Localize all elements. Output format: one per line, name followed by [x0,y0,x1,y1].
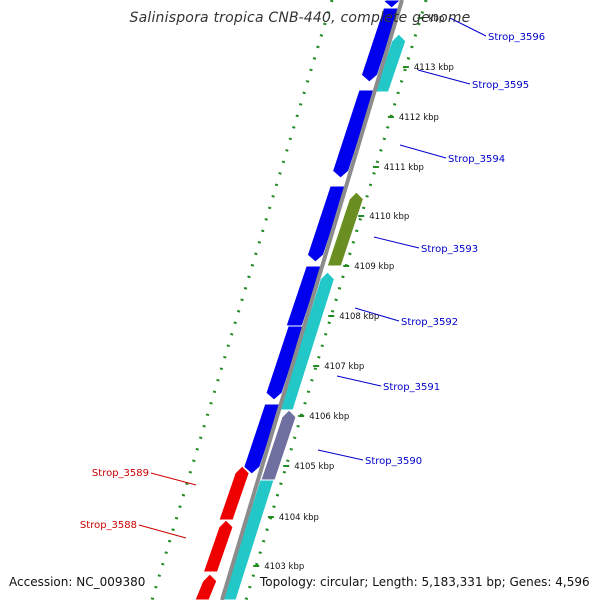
ruler-tick-label: 4109 kbp [354,262,394,272]
cds-strop-3594 [332,89,376,179]
dotted-rings [150,0,428,600]
cds-strop-3595 [360,7,401,83]
ruler-tick-label: 4105 kbp [294,462,334,472]
ruler-tick-label: 4107 kbp [324,362,364,372]
gene-label-leader [373,236,420,249]
highlight-feature [326,191,364,267]
ruler-tick-label: 4108 kbp [339,312,379,322]
gene-label-leader [138,524,187,539]
gene-label: Strop_3592 [401,317,458,328]
gene-label-group: Strop_3596 Strop_3595 Strop_3594 Strop_3593… [80,17,545,539]
cds-strop-3591 [265,325,305,401]
position-ruler: kbp 4113 kbp 4112 kbp 4111 kbp 4110 kbp 4109 … [253,14,454,572]
cds-strop-3589 [218,465,250,521]
gene-label-leader [150,472,197,486]
map-title: Salinispora tropica CNB-440, complete ge… [129,10,471,26]
striped-feature [260,409,297,481]
gene-label-leader [336,375,382,387]
gene-label: Strop_3589 [92,468,149,479]
genome-backbone [220,0,404,600]
cds-strop-3588 [202,519,234,573]
rna-track-segment-2 [278,271,335,411]
ruler-tick-label: 4103 kbp [264,562,304,572]
gene-features [194,0,407,600]
gene-label-leader [449,17,487,37]
outer-dotted-ring [150,0,334,600]
inner-dotted-ring [244,0,428,600]
ruler-tick-label: 4104 kbp [279,513,319,523]
ruler-tick-label: kbp [429,14,445,24]
cds-strop-3593 [306,185,347,263]
cds-reverse-partial [194,573,218,600]
rna-track-segment-1 [373,33,407,93]
ruler-tick-label: 4111 kbp [384,163,424,173]
gene-label-leader [399,144,447,159]
gene-label: Strop_3596 [488,32,545,43]
ruler-tick-label: 4113 kbp [414,63,454,73]
topology-text: Topology: circular; Length: 5,183,331 bp… [260,575,590,589]
backbone-line [220,0,404,600]
accession-text: Accession: NC_009380 [9,575,146,589]
cds-strop-3596 [382,0,403,9]
gene-label: Strop_3590 [365,456,422,467]
gene-label: Strop_3593 [421,244,478,255]
gene-label: Strop_3588 [80,520,137,531]
gene-label: Strop_3594 [448,154,505,165]
ruler-tick-label: 4112 kbp [399,113,439,123]
gene-label: Strop_3591 [383,382,440,393]
ruler-tick-label: 4106 kbp [309,412,349,422]
gene-label-leader [354,307,400,322]
cds-strop-3590 [243,403,282,475]
ruler-tick-label: 4110 kbp [369,212,409,222]
gene-label: Strop_3595 [472,80,529,91]
gene-label-leader [417,69,471,85]
gene-label-leader [317,449,364,461]
